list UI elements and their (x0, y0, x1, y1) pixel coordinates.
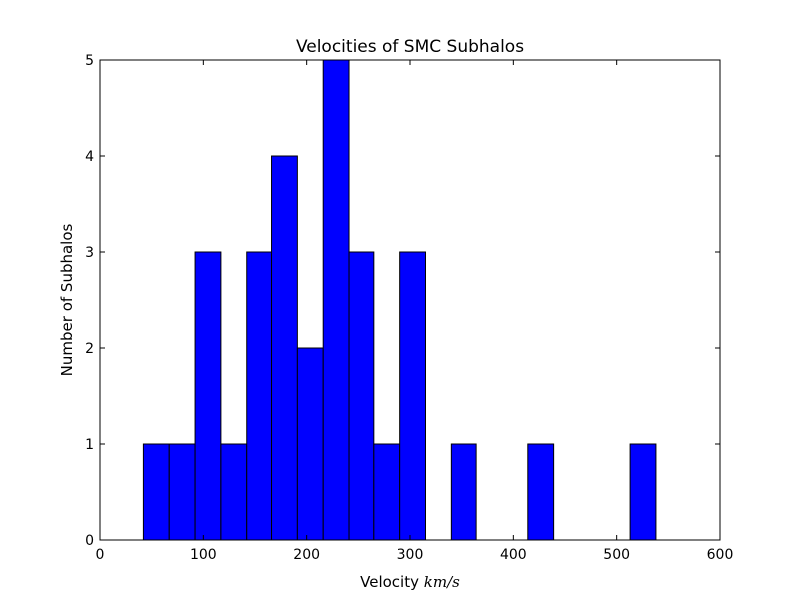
x-tick-label-6: 600 (707, 547, 734, 563)
x-axis-label-text: Velocity (360, 573, 419, 591)
bars-group (142, 59, 657, 541)
y-tick-label-4: 4 (85, 149, 94, 165)
histogram-bar-11 (450, 443, 477, 541)
x-tick-label-0: 0 (96, 547, 105, 563)
x-tick-label-2: 200 (293, 547, 320, 563)
histogram-bar-0 (142, 443, 170, 541)
histogram-bar-3 (220, 443, 248, 541)
histogram-bar-7 (322, 59, 350, 541)
y-tick-label-2: 2 (85, 341, 94, 357)
histogram-bar-1 (168, 443, 196, 541)
x-axis-label: Velocity km/s (360, 573, 460, 591)
x-tick-label-3: 300 (397, 547, 424, 563)
x-tick-label-5: 500 (603, 547, 630, 563)
x-tick-label-1: 100 (190, 547, 217, 563)
histogram-bar-6 (296, 347, 324, 541)
histogram-bar-10 (399, 251, 426, 541)
y-axis-label: Number of Subhalos (58, 223, 76, 376)
plot-frame (99, 59, 721, 541)
histogram-bar-5 (271, 155, 298, 541)
x-tick-label-4: 400 (500, 547, 527, 563)
ticks-group: 0 100 200 300 400 500 600 0 1 2 3 4 5 (85, 53, 733, 563)
histogram-bar-9 (373, 443, 401, 541)
histogram-bar-12 (527, 443, 555, 541)
y-tick-label-1: 1 (85, 437, 94, 453)
y-tick-label-5: 5 (85, 53, 94, 69)
histogram-bar-8 (348, 251, 375, 541)
x-axis-unit: km/s (424, 573, 460, 591)
histogram-bar-4 (246, 251, 273, 541)
chart-title: Velocities of SMC Subhalos (296, 37, 524, 57)
histogram-bar-2 (194, 251, 222, 541)
y-tick-label-3: 3 (85, 245, 94, 261)
y-tick-label-0: 0 (85, 533, 94, 549)
histogram-bar-13 (629, 443, 657, 541)
